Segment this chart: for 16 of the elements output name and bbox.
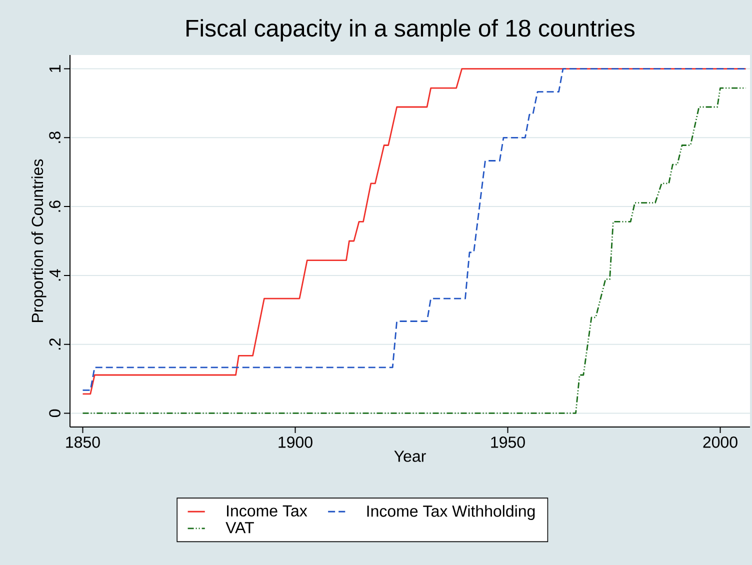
x-tick-label: 2000	[703, 436, 738, 448]
y-tick-label: .6	[49, 200, 60, 212]
y-tick-label: 1	[49, 65, 60, 72]
y-axis-title: Proportion of Countries	[31, 159, 46, 322]
x-tick-label: 1900	[278, 436, 312, 448]
y-tick-label: .4	[49, 269, 60, 281]
legend-label: Income Tax Withholding	[367, 505, 535, 520]
x-tick-label: 1850	[66, 436, 100, 448]
legend-label: VAT	[226, 522, 254, 534]
x-tick-label: 1950	[491, 436, 525, 448]
y-tick-label: 0	[49, 409, 60, 418]
x-axis-title: Year	[394, 450, 426, 462]
legend-label: Income Tax	[227, 505, 308, 517]
y-tick-label: .2	[49, 338, 60, 350]
y-tick-label: .8	[49, 132, 60, 143]
chart-title: Fiscal capacity in a sample of 18 countries	[186, 19, 634, 42]
